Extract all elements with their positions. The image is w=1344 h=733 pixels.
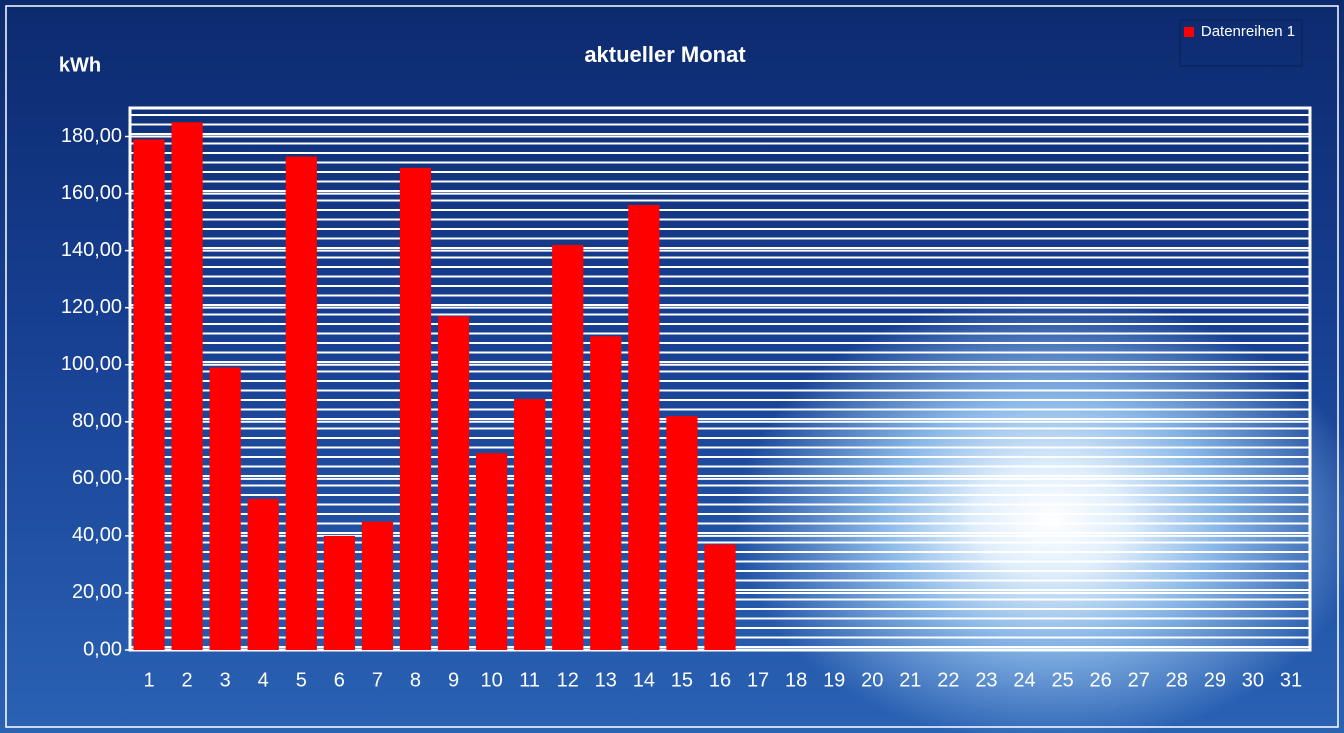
x-tick-label: 26 <box>1090 669 1112 691</box>
bar <box>133 139 165 650</box>
y-tick-label: 160,00 <box>61 182 122 204</box>
bar <box>514 398 546 650</box>
x-tick-label: 3 <box>220 669 231 691</box>
y-tick-label: 80,00 <box>72 410 122 432</box>
x-tick-label: 13 <box>595 669 617 691</box>
x-tick-label: 8 <box>410 669 421 691</box>
x-tick-label: 31 <box>1280 669 1302 691</box>
bar <box>399 167 432 650</box>
x-tick-label: 4 <box>258 669 269 691</box>
bar <box>590 336 622 650</box>
bar <box>552 244 584 650</box>
legend-swatch <box>1184 27 1194 37</box>
chart-frame <box>5 5 1339 728</box>
x-tick-label: 22 <box>937 669 959 691</box>
x-tick-label: 12 <box>557 669 579 691</box>
x-tick-label: 19 <box>823 669 845 691</box>
y-tick-label: 20,00 <box>72 581 122 603</box>
bar <box>666 416 698 650</box>
x-tick-label: 24 <box>1013 669 1035 691</box>
y-tick-label: 180,00 <box>61 125 122 147</box>
bar <box>171 122 203 650</box>
legend-label: Datenreihen 1 <box>1200 23 1296 40</box>
x-tick-label: 10 <box>480 669 502 691</box>
x-tick-label: 30 <box>1242 669 1264 691</box>
legend-label-box: Datenreihen 1 <box>1200 23 1296 40</box>
x-tick-label: 18 <box>785 669 807 691</box>
bar <box>247 498 279 650</box>
bar <box>437 316 470 650</box>
legend: Datenreihen 1 <box>1179 19 1303 67</box>
bar <box>476 453 508 650</box>
y-tick-label: 40,00 <box>72 524 122 546</box>
x-tick-label: 25 <box>1051 669 1073 691</box>
y-axis-label: kWh <box>59 54 101 76</box>
x-tick-label: 17 <box>747 669 769 691</box>
x-tick-label: 23 <box>975 669 997 691</box>
bar <box>323 535 355 650</box>
y-tick-label: 60,00 <box>72 467 122 489</box>
x-tick-label: 11 <box>519 669 540 691</box>
x-tick-label: 2 <box>182 669 193 691</box>
bar <box>209 367 241 650</box>
y-tick-label: 100,00 <box>61 353 122 375</box>
x-tick-label: 14 <box>633 669 655 691</box>
x-tick-label: 28 <box>1166 669 1188 691</box>
x-tick-label: 1 <box>143 669 154 691</box>
x-tick-label: 21 <box>899 669 921 691</box>
chart-title: aktueller Monat <box>584 42 746 67</box>
bar <box>361 521 394 650</box>
x-tick-label: 7 <box>372 669 383 691</box>
x-tick-label: 15 <box>671 669 693 691</box>
legend-box <box>1179 19 1303 67</box>
x-tick-label: 16 <box>709 669 731 691</box>
x-tick-label: 5 <box>296 669 307 691</box>
bar <box>628 204 660 650</box>
y-tick-label: 0,00 <box>83 638 122 660</box>
x-tick-label: 9 <box>448 669 459 691</box>
bar <box>285 156 317 650</box>
x-tick-label: 20 <box>861 669 883 691</box>
x-tick-label: 27 <box>1128 669 1150 691</box>
x-tick-label: 29 <box>1204 669 1226 691</box>
x-tick-label: 6 <box>334 669 345 691</box>
y-tick-label: 120,00 <box>61 296 122 318</box>
bar <box>704 544 736 650</box>
y-tick-label: 140,00 <box>61 239 122 261</box>
